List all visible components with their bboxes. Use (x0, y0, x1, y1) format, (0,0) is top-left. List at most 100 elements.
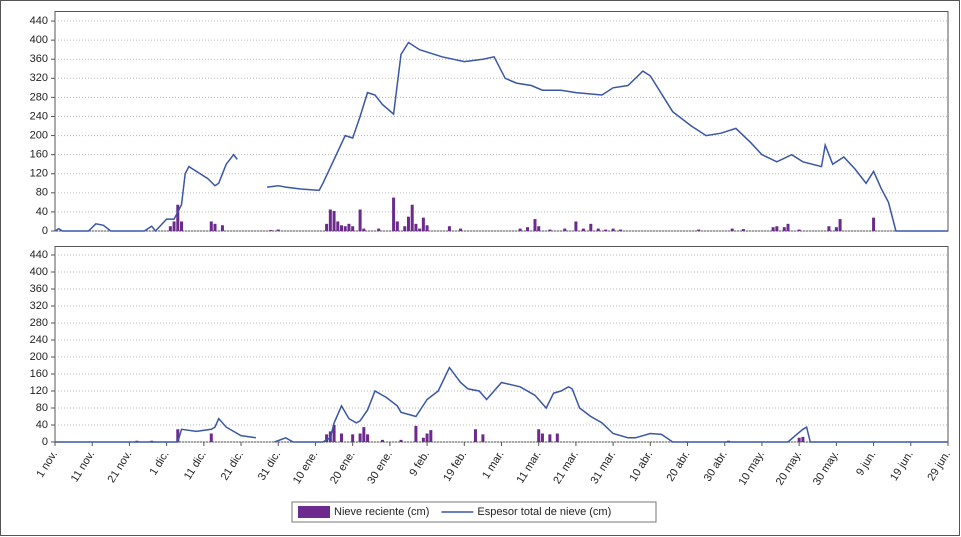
bar (797, 437, 801, 442)
bar (619, 229, 623, 231)
y-tick-label: 120 (30, 385, 48, 397)
y-tick-label: 240 (30, 334, 48, 346)
y-tick-label: 0 (42, 225, 48, 237)
bar (358, 209, 362, 231)
y-tick-label: 280 (30, 317, 48, 329)
bar (775, 226, 779, 231)
bar (213, 223, 217, 231)
bar (168, 226, 172, 231)
bar (325, 223, 329, 231)
bar (548, 229, 552, 231)
bar (209, 433, 213, 442)
bar (209, 221, 213, 231)
bar (548, 434, 552, 442)
bar (377, 228, 381, 231)
bar (351, 434, 355, 442)
bar (537, 429, 541, 442)
bar (418, 228, 422, 231)
bar (540, 433, 544, 442)
bar (220, 225, 224, 231)
bar (481, 434, 485, 442)
y-tick-label: 80 (36, 187, 48, 199)
bar (786, 223, 790, 231)
bar (604, 229, 608, 231)
bar (834, 227, 838, 231)
y-tick-label: 160 (30, 368, 48, 380)
bar (421, 437, 425, 442)
bar (697, 229, 701, 231)
bar (730, 228, 734, 231)
bar (351, 226, 355, 231)
y-tick-label: 320 (30, 72, 48, 84)
legend-swatch (298, 506, 330, 518)
bar (537, 226, 541, 231)
bar (526, 227, 530, 231)
plot-area (54, 11, 949, 232)
legend: Nieve reciente (cm) Espesor total de niev… (291, 501, 657, 523)
bar (782, 227, 786, 231)
bar (362, 427, 366, 442)
bar (340, 433, 344, 442)
bar (414, 223, 418, 231)
bar (176, 204, 180, 231)
bar (410, 204, 414, 231)
bar (362, 228, 366, 231)
bar (589, 223, 593, 231)
bar (447, 226, 451, 231)
bar (797, 229, 801, 231)
y-tick-label: 280 (30, 91, 48, 103)
bar (872, 217, 876, 231)
y-tick-label: 360 (30, 53, 48, 65)
y-tick-label: 400 (30, 266, 48, 278)
bar (403, 226, 407, 231)
bar (827, 226, 831, 231)
legend-label: Nieve reciente (cm) (334, 506, 429, 518)
bar (459, 228, 463, 231)
bar (176, 429, 180, 442)
bar (340, 225, 344, 231)
bar (581, 228, 585, 231)
bar (380, 439, 384, 442)
y-tick-label: 320 (30, 300, 48, 312)
plot-area (54, 246, 949, 443)
bar (555, 433, 559, 442)
bar (801, 436, 805, 442)
bar (611, 228, 615, 231)
bar (328, 209, 332, 231)
bar (574, 221, 578, 231)
y-tick-label: 200 (30, 129, 48, 141)
bar (366, 434, 370, 442)
bar (425, 433, 429, 442)
bar (838, 219, 842, 231)
bar (563, 228, 567, 231)
legend-label: Espesor total de nieve (cm) (477, 506, 611, 518)
bar (332, 210, 336, 231)
bar (421, 217, 425, 231)
bar (276, 229, 280, 231)
legend-box (291, 501, 657, 523)
y-tick-label: 200 (30, 351, 48, 363)
y-tick-label: 440 (30, 15, 48, 27)
bar (429, 430, 433, 442)
bar (533, 219, 537, 231)
bar (399, 439, 403, 442)
bar (771, 227, 775, 231)
bar (358, 433, 362, 442)
y-tick-label: 80 (36, 402, 48, 414)
bar (473, 429, 477, 442)
bar (343, 226, 347, 231)
y-tick-label: 160 (30, 149, 48, 161)
y-tick-label: 0 (42, 436, 48, 448)
y-tick-label: 40 (36, 419, 48, 431)
bar (336, 221, 340, 231)
bar (395, 221, 399, 231)
y-tick-label: 360 (30, 283, 48, 295)
bar (414, 425, 418, 442)
y-tick-label: 40 (36, 206, 48, 218)
y-tick-label: 440 (30, 249, 48, 261)
bar (347, 223, 351, 231)
bar (180, 221, 184, 231)
bar (325, 434, 329, 442)
y-tick-label: 240 (30, 110, 48, 122)
